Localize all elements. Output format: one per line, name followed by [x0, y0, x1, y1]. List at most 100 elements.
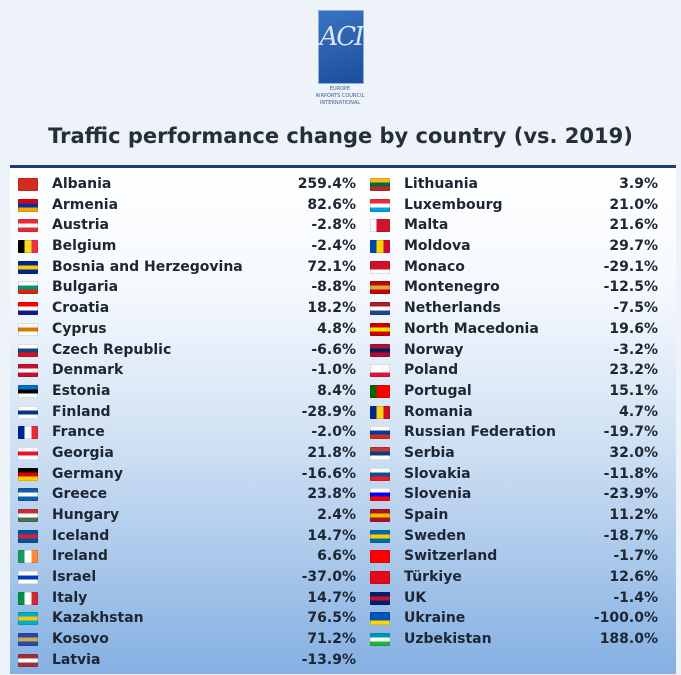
- table-row: Albania 259.4%: [18, 174, 356, 195]
- table-row: Sweden -18.7%: [370, 526, 670, 547]
- left-column: Albania 259.4% Armenia 82.6% Austria -2.8% Bel…: [18, 174, 356, 671]
- change-value: 76.5%: [307, 610, 356, 627]
- flag-monaco-icon: [370, 260, 390, 274]
- table-row: Malta 21.6%: [370, 215, 670, 236]
- table-row: North Macedonia 19.6%: [370, 319, 670, 340]
- flag-albania-icon: [18, 178, 38, 191]
- country-name: Denmark: [52, 362, 124, 379]
- country-name: Bulgaria: [52, 279, 119, 296]
- change-value: 259.4%: [297, 176, 356, 192]
- change-value: 4.8%: [317, 320, 356, 337]
- change-value: 15.1%: [609, 382, 658, 399]
- table-row: Norway -3.2%: [370, 340, 670, 361]
- flag-latvia-icon: [18, 653, 38, 667]
- table-row: Monaco -29.1%: [370, 257, 670, 278]
- flag-germany-icon: [18, 467, 38, 481]
- table-row: Latvia -13.9%: [18, 650, 356, 671]
- change-value: 18.2%: [307, 300, 356, 317]
- country-name: Bosnia and Herzegovina: [52, 258, 243, 275]
- change-value: 23.8%: [307, 486, 356, 503]
- change-value: 19.6%: [609, 320, 658, 337]
- aci-logo: ACI EUROPE AIRPORTS COUNCIL INTERNATIONA…: [305, 8, 375, 108]
- flag-czech-republic-icon: [18, 343, 38, 357]
- country-name: Montenegro: [404, 279, 500, 296]
- table-row: Cyprus 4.8%: [18, 319, 356, 340]
- change-value: 8.4%: [317, 382, 356, 399]
- country-name: Belgium: [52, 238, 117, 255]
- flag-estonia-icon: [18, 384, 38, 398]
- table-row: Slovenia -23.9%: [370, 484, 670, 505]
- flag-slovenia-icon: [370, 488, 390, 502]
- change-value: -29.1%: [603, 258, 658, 275]
- country-name: UK: [404, 589, 427, 606]
- change-value: 3.9%: [619, 176, 658, 192]
- change-value: -6.6%: [311, 341, 356, 358]
- change-value: 14.7%: [307, 589, 356, 606]
- table-row: Denmark -1.0%: [18, 360, 356, 381]
- country-name: Ireland: [52, 548, 108, 565]
- flag-netherlands-icon: [370, 302, 390, 316]
- table-row: Estonia 8.4%: [18, 381, 356, 402]
- table-row: Kazakhstan 76.5%: [18, 608, 356, 629]
- flag-iceland-icon: [18, 529, 38, 543]
- flag-italy-icon: [18, 591, 38, 605]
- aci-logo-mark: ACI: [318, 10, 364, 84]
- flag-ireland-icon: [18, 550, 38, 564]
- table-row: Iceland 14.7%: [18, 526, 356, 547]
- flag-luxembourg-icon: [370, 198, 390, 212]
- flag-hungary-icon: [18, 509, 38, 522]
- country-name: Russian Federation: [404, 424, 556, 441]
- change-value: 12.6%: [609, 569, 658, 586]
- flag-israel-icon: [18, 571, 38, 585]
- country-name: Cyprus: [52, 320, 107, 337]
- change-value: 29.7%: [609, 238, 658, 255]
- flag-kosovo-icon: [18, 633, 38, 647]
- table-row: Slovakia -11.8%: [370, 464, 670, 485]
- change-value: -2.8%: [311, 217, 356, 234]
- table-row: Russian Federation -19.7%: [370, 422, 670, 443]
- table-row: UK -1.4%: [370, 588, 670, 609]
- flag-malta-icon: [370, 219, 390, 233]
- table-row: Kosovo 71.2%: [18, 629, 356, 650]
- table-row: Belgium -2.4%: [18, 236, 356, 257]
- table-row: Ukraine -100.0%: [370, 608, 670, 629]
- table-row: Austria -2.8%: [18, 215, 356, 236]
- country-name: Ukraine: [404, 610, 466, 627]
- country-name: Türkiye: [404, 569, 462, 586]
- page-title: Traffic performance change by country (v…: [48, 124, 633, 148]
- country-name: Albania: [52, 176, 112, 192]
- country-name: Georgia: [52, 444, 114, 461]
- table-row: Georgia 21.8%: [18, 443, 356, 464]
- change-value: 6.6%: [317, 548, 356, 565]
- flag-bosnia-and-herzegovina-icon: [18, 260, 38, 274]
- table-row: Poland 23.2%: [370, 360, 670, 381]
- country-name: France: [52, 424, 105, 441]
- country-table: Albania 259.4% Armenia 82.6% Austria -2.8% Bel…: [10, 165, 676, 674]
- flag-uk-icon: [370, 591, 390, 605]
- right-column: Lithuania 3.9% Luxembourg 21.0% Malta 21.6% Mo…: [370, 174, 670, 650]
- change-value: -37.0%: [301, 569, 356, 586]
- change-value: 11.2%: [609, 507, 658, 523]
- table-row: Türkiye 12.6%: [370, 567, 670, 588]
- flag-portugal-icon: [370, 384, 390, 398]
- change-value: -18.7%: [603, 527, 658, 544]
- country-name: Romania: [404, 403, 473, 420]
- flag-ukraine-icon: [370, 612, 390, 626]
- table-row: Ireland 6.6%: [18, 546, 356, 567]
- flag-lithuania-icon: [370, 178, 390, 191]
- country-name: North Macedonia: [404, 320, 539, 337]
- table-row: Moldova 29.7%: [370, 236, 670, 257]
- flag-georgia-icon: [18, 446, 38, 460]
- country-name: Finland: [52, 403, 111, 420]
- flag-north-macedonia-icon: [370, 322, 390, 336]
- flag-russian-federation-icon: [370, 426, 390, 440]
- flag-denmark-icon: [18, 364, 38, 378]
- country-name: Greece: [52, 486, 108, 503]
- country-name: Croatia: [52, 300, 110, 317]
- country-name: Sweden: [404, 527, 466, 544]
- flag-romania-icon: [370, 405, 390, 419]
- country-name: Serbia: [404, 444, 455, 461]
- flag-serbia-icon: [370, 446, 390, 460]
- country-name: Italy: [52, 589, 88, 606]
- country-name: Kazakhstan: [52, 610, 144, 627]
